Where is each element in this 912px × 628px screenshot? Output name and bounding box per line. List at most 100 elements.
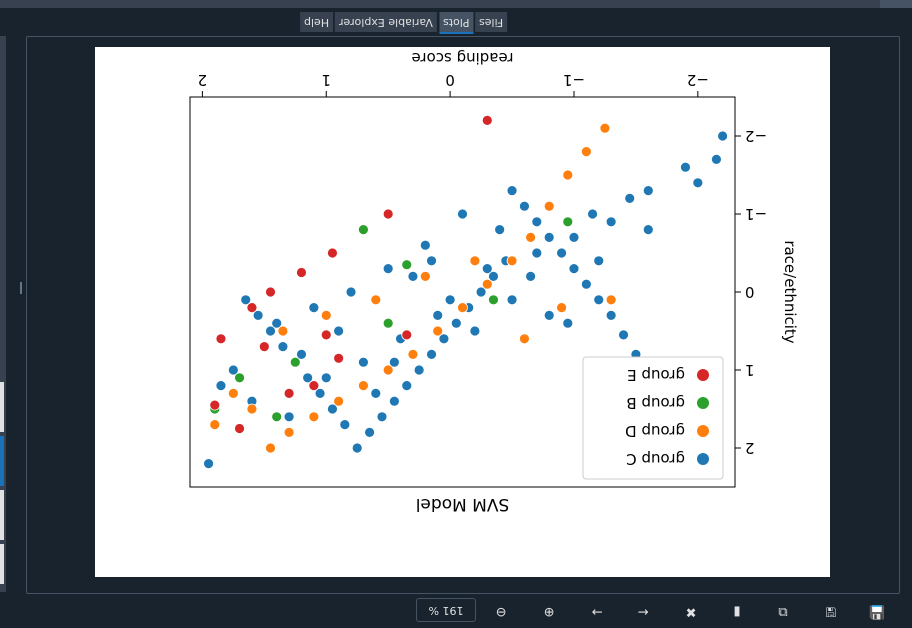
data-point — [296, 267, 307, 278]
data-point — [444, 294, 456, 306]
next-icon[interactable]: ← — [637, 604, 649, 619]
data-point — [308, 411, 320, 423]
data-point — [209, 399, 221, 411]
data-point — [593, 294, 605, 306]
data-point — [506, 255, 518, 267]
zoom-in-icon[interactable]: ⊕ — [543, 604, 555, 619]
data-point — [562, 169, 574, 181]
save-icon[interactable]: 💾 — [868, 604, 886, 619]
data-point — [419, 270, 431, 282]
y-tick-label: −2 — [745, 127, 767, 145]
tab-help[interactable]: Help — [300, 12, 334, 32]
data-point — [209, 419, 221, 431]
data-point — [457, 208, 468, 220]
window-top-highlight — [880, 0, 912, 8]
data-point — [388, 395, 400, 407]
legend-label: group C — [626, 450, 685, 468]
data-point — [240, 294, 252, 306]
data-point — [271, 317, 283, 329]
data-point — [327, 247, 338, 259]
tab-variable-explorer[interactable]: Variable Explorer — [335, 12, 437, 32]
clear-icon[interactable]: ▮ — [733, 604, 741, 619]
tab-files[interactable]: Files — [475, 12, 508, 32]
data-point — [252, 309, 264, 321]
x-tick-label: −2 — [687, 71, 709, 89]
data-point — [543, 231, 555, 243]
data-point — [599, 122, 611, 134]
previous-icon[interactable]: → — [591, 604, 603, 619]
data-point — [419, 239, 431, 251]
y-tick-label: −1 — [745, 205, 767, 223]
plot-thumbnail[interactable] — [0, 382, 4, 432]
copy-icon[interactable]: ⧉ — [778, 604, 788, 619]
data-point — [426, 348, 437, 360]
data-point — [481, 114, 493, 126]
data-point — [450, 317, 462, 329]
data-point — [407, 270, 419, 282]
data-point — [302, 372, 314, 384]
data-point — [481, 263, 493, 275]
data-point — [642, 224, 654, 236]
data-point — [587, 208, 598, 220]
data-point — [519, 200, 530, 212]
plot-thumbnail[interactable] — [0, 544, 4, 584]
data-point — [624, 192, 636, 204]
data-point — [376, 411, 388, 423]
data-point — [382, 317, 394, 329]
x-axis-label: reading score — [411, 49, 513, 67]
data-point — [320, 372, 332, 384]
zoom-level[interactable]: 191 % — [416, 598, 476, 622]
legend-label: group E — [627, 366, 685, 384]
data-point — [506, 185, 518, 197]
data-point — [556, 247, 567, 259]
data-point — [580, 278, 592, 290]
data-point — [543, 200, 555, 212]
data-point — [531, 247, 543, 259]
plot-thumbnail-active[interactable] — [0, 436, 4, 486]
remove-icon[interactable]: ✖ — [685, 604, 697, 619]
data-point — [265, 442, 276, 454]
data-point — [481, 278, 493, 290]
data-point — [580, 146, 592, 158]
data-point — [358, 356, 369, 368]
splitter-handle[interactable] — [20, 282, 22, 294]
plot-thumbnail[interactable] — [0, 490, 4, 540]
data-point — [203, 458, 214, 469]
data-point — [605, 294, 617, 306]
data-point — [283, 387, 295, 399]
legend-marker — [697, 397, 709, 409]
data-point — [320, 309, 332, 321]
data-point — [234, 372, 245, 384]
data-point — [432, 325, 444, 337]
data-point — [333, 325, 345, 337]
y-axis-label: race/ethnicity — [781, 240, 799, 343]
legend-box — [582, 356, 724, 480]
data-point — [289, 356, 301, 368]
y-tick-label: 2 — [745, 439, 755, 457]
data-point — [227, 364, 239, 376]
data-point — [358, 224, 369, 236]
data-point — [426, 255, 437, 267]
tab-plots[interactable]: Plots — [438, 12, 474, 34]
data-point — [345, 286, 357, 298]
data-point — [475, 286, 487, 298]
data-point — [568, 263, 580, 275]
data-point — [382, 263, 394, 275]
data-point — [593, 255, 605, 267]
data-point — [401, 329, 413, 341]
x-tick-label: 1 — [321, 71, 331, 89]
y-tick-label: 1 — [745, 361, 755, 379]
data-point — [543, 309, 555, 321]
data-point — [438, 333, 450, 345]
data-point — [308, 380, 320, 392]
zoom-out-icon[interactable]: ⊖ — [495, 604, 507, 619]
left-panel-strip — [0, 36, 6, 592]
data-point — [320, 329, 332, 341]
legend: group C group D group B group E — [582, 356, 724, 480]
data-point — [333, 352, 345, 364]
save-all-icon[interactable]: 🖫 — [825, 604, 837, 619]
data-point — [246, 403, 258, 415]
y-tick-label: 0 — [745, 283, 755, 301]
data-point — [351, 442, 363, 454]
